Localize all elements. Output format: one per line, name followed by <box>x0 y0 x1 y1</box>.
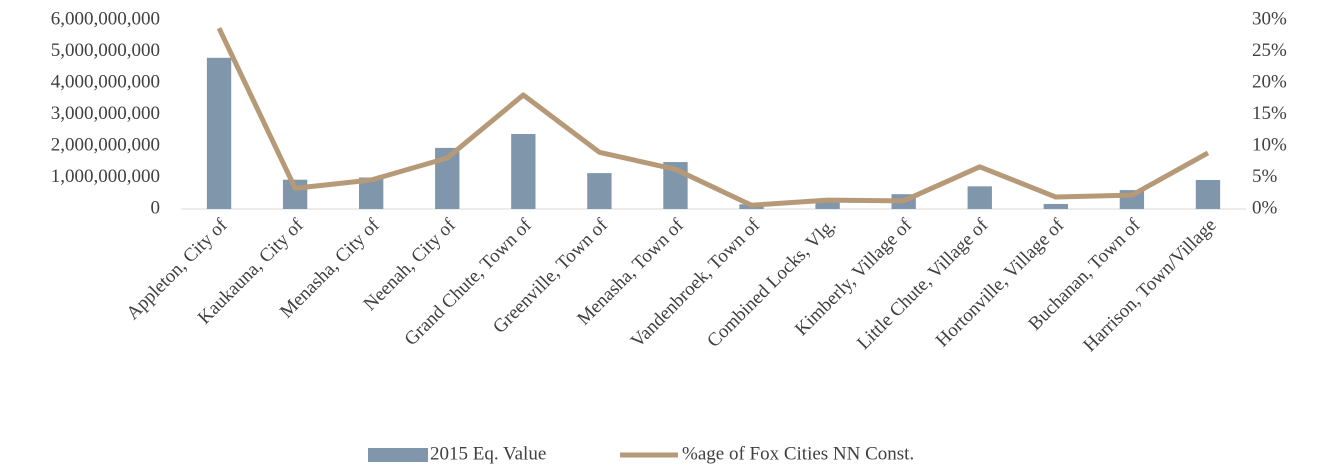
legend-label: 2015 Eq. Value <box>430 443 546 464</box>
bar <box>1043 203 1068 209</box>
bar <box>1195 180 1221 209</box>
x-tick-label: Vandenbroek, Town of <box>627 214 765 352</box>
y-tick-label: 5,000,000,000 <box>51 40 160 61</box>
y-tick-label: 6,000,000,000 <box>51 8 160 29</box>
x-tick-label: Hortonville, Village of <box>932 214 1069 351</box>
y-tick-label: 4,000,000,000 <box>51 71 160 92</box>
y2-tick-label: 20% <box>1252 71 1287 92</box>
x-tick-label: Combined Locks, Vlg. <box>703 215 840 352</box>
bar <box>587 173 612 209</box>
bar <box>815 199 840 209</box>
line <box>216 27 1210 208</box>
y2-tick-label: 25% <box>1252 40 1287 61</box>
y-tick-label: 3,000,000,000 <box>51 103 160 124</box>
y2-tick-label: 5% <box>1252 166 1278 187</box>
x-tick-label: Little Chute, Village of <box>853 214 993 354</box>
x-tick-label: Grand Chute, Town of <box>401 214 537 350</box>
y-tick-label: 1,000,000,000 <box>51 166 160 187</box>
y-tick-label: 2,000,000,000 <box>51 134 160 155</box>
bar <box>967 186 992 209</box>
bar <box>206 57 232 209</box>
y2-tick-label: 10% <box>1252 134 1287 155</box>
x-tick-label: Harrison, Town/Village <box>1079 215 1220 356</box>
y2-tick-label: 30% <box>1252 8 1287 29</box>
y-tick-label: 0 <box>151 197 161 218</box>
y2-tick-label: 15% <box>1252 103 1287 124</box>
legend-swatch <box>368 448 428 462</box>
legend-label: %age of Fox Cities NN Const. <box>682 443 914 464</box>
y2-tick-label: 0% <box>1252 197 1278 218</box>
bar <box>511 134 536 209</box>
